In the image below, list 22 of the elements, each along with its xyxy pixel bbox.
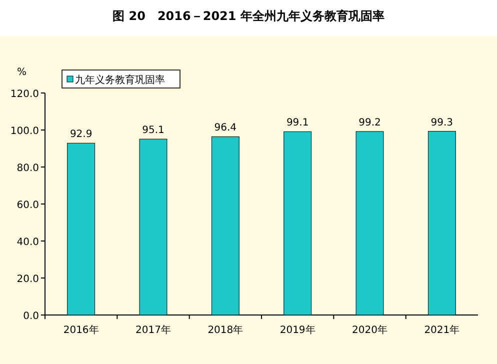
- data-label: 99.2: [358, 117, 381, 128]
- x-tick-label: 2018年: [208, 324, 244, 336]
- x-tick-label: 2019年: [280, 324, 316, 336]
- chart-title: 图 20 2016－2021 年全州九年义务教育巩固率: [112, 9, 384, 23]
- data-label: 99.1: [286, 118, 309, 129]
- x-tick-label: 2016年: [63, 324, 99, 336]
- data-label: 96.4: [214, 122, 237, 134]
- y-tick-label: 80.0: [16, 163, 39, 174]
- y-tick-label: 60.0: [16, 200, 39, 211]
- x-tick-label: 2021年: [424, 324, 460, 336]
- y-tick-label: 40.0: [16, 237, 39, 248]
- y-tick-label: 100.0: [10, 126, 39, 137]
- y-tick-label: 0.0: [23, 311, 39, 322]
- data-label: 95.1: [142, 125, 164, 136]
- data-label: 92.9: [70, 129, 92, 140]
- x-tick-label: 2020年: [352, 324, 388, 336]
- y-tick-label: 20.0: [16, 274, 39, 285]
- x-tick-label: 2017年: [136, 324, 171, 336]
- y-tick-label: 120.0: [10, 89, 39, 100]
- data-label: 99.3: [430, 117, 454, 128]
- legend-label: 九年义务教育巩固率: [75, 74, 165, 86]
- y-axis-title: %: [17, 67, 27, 78]
